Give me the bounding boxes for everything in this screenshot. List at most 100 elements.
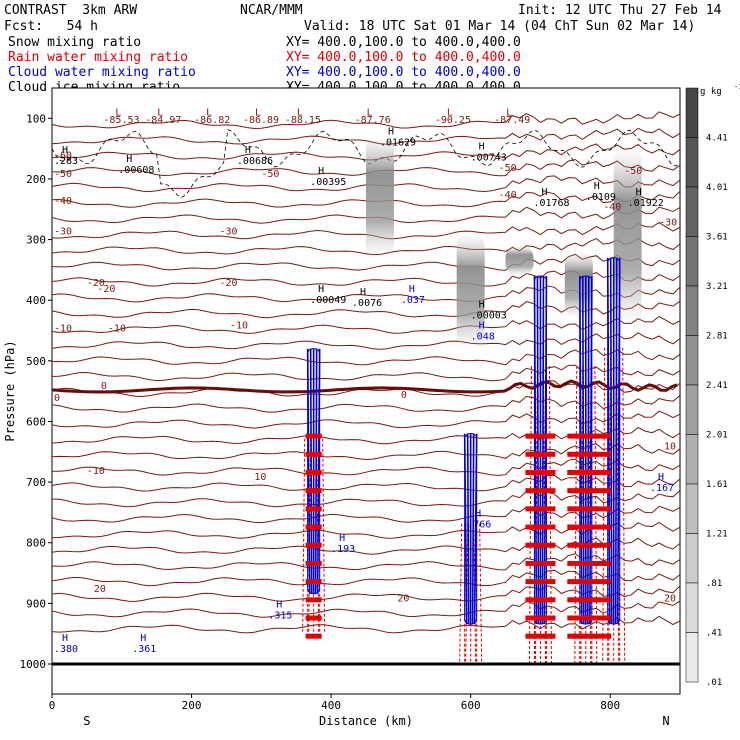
- rain-contour-block: [539, 579, 556, 585]
- cloud-water-contour: [586, 275, 590, 625]
- isotherm-line: [51, 315, 681, 334]
- rain-contour: [302, 438, 306, 634]
- isotherm-line: [51, 474, 681, 492]
- isotherm-label: 0: [101, 381, 107, 392]
- rain-contour-block: [525, 488, 542, 494]
- isotherm-line: [51, 395, 681, 413]
- rain-contour-block: [595, 524, 612, 530]
- low-marker: L: [115, 107, 121, 118]
- cloud-water-contour: [471, 433, 475, 625]
- low-marker: L: [297, 107, 303, 118]
- rain-contour: [322, 438, 326, 634]
- rain-contour-block: [567, 433, 584, 439]
- rain-contour-block: [581, 433, 598, 439]
- rain-contour-block: [525, 560, 542, 566]
- high-marker: H: [388, 127, 394, 138]
- rain-contour-block: [595, 633, 612, 639]
- colorbar-units: g kg: [700, 87, 722, 97]
- rain-contour-block: [581, 560, 598, 566]
- isotherm-label: 20: [664, 593, 676, 604]
- y-tick-label: 500: [26, 355, 46, 368]
- isotherm-label: -30: [659, 217, 677, 228]
- y-tick-label: 400: [26, 294, 46, 307]
- rain-contour-block: [581, 488, 598, 494]
- snow-plume: [613, 148, 642, 325]
- rain-contour-block: [595, 469, 612, 475]
- colorbar-swatch: [685, 533, 699, 584]
- rain-contour-block: [539, 469, 556, 475]
- colorbar-label: 1.21: [706, 530, 728, 540]
- rain-contour: [459, 523, 463, 665]
- high-label: .361: [132, 644, 156, 655]
- cloud-water-contour: [466, 433, 470, 625]
- rain-contour: [622, 347, 626, 665]
- low-label: -87.76: [355, 115, 391, 126]
- cloud-water-contour: [536, 275, 540, 625]
- rain-contour-block: [539, 488, 556, 494]
- isotherm-label: -40: [603, 202, 621, 213]
- rain-contour-block: [595, 506, 612, 512]
- low-marker: L: [206, 107, 212, 118]
- rain-contour-block: [567, 542, 584, 548]
- colorbar-label: 2.41: [706, 381, 728, 391]
- isotherm-line: [51, 443, 681, 461]
- low-label: -86.82: [194, 115, 230, 126]
- snow-plume: [365, 136, 394, 258]
- colorbar-swatch: [685, 137, 699, 188]
- field-xy-cloud-water: XY= 400.0,100.0 to 400.0,400.0: [286, 65, 521, 80]
- high-marker: H: [318, 166, 324, 177]
- rain-contour-block: [595, 488, 612, 494]
- valid-time: Valid: 18 UTC Sat 01 Mar 14 (04 ChT Sun …: [304, 19, 696, 34]
- isotherm-label: -10: [87, 466, 105, 477]
- isotherm-line: [51, 111, 681, 130]
- rain-contour-block: [567, 469, 584, 475]
- high-label: .01768: [533, 198, 569, 209]
- y-tick-label: 200: [26, 173, 46, 186]
- isotherm-label: 10: [664, 442, 676, 453]
- high-label: .0076: [352, 298, 382, 309]
- high-label: .048: [471, 332, 495, 343]
- high-label: .193: [331, 544, 355, 555]
- isotherm-label: 0: [401, 390, 407, 401]
- high-marker: H: [479, 321, 485, 332]
- rain-contour-block: [525, 542, 542, 548]
- low-label: -87.49: [494, 115, 530, 126]
- high-label: .0109: [586, 192, 616, 203]
- low-marker: L: [367, 107, 373, 118]
- high-label: .283: [54, 156, 78, 167]
- x-tick-label: 400: [321, 699, 341, 712]
- rain-contour-block: [305, 560, 322, 566]
- colorbar-label: 2.01: [706, 431, 728, 441]
- rain-contour-block: [305, 451, 322, 457]
- rain-contour-block: [539, 433, 556, 439]
- forecast-hour: Fcst: 54 h: [4, 19, 98, 34]
- rain-contour: [602, 347, 606, 665]
- high-marker: H: [479, 142, 485, 153]
- isotherm-label: 0: [54, 393, 60, 404]
- isotherm-line: [51, 410, 681, 429]
- colorbar-swatch: [685, 87, 699, 138]
- rain-contour-block: [525, 633, 542, 639]
- rain-contour-block: [581, 451, 598, 457]
- colorbar-exponent: -1: [734, 83, 740, 91]
- isotherm-line: [51, 127, 681, 145]
- rain-contour-block: [595, 597, 612, 603]
- low-marker: L: [447, 107, 453, 118]
- rain-contour-block: [305, 615, 322, 621]
- isotherm-label: -10: [230, 320, 248, 331]
- isotherm-label: -20: [87, 278, 105, 289]
- colorbar-swatch: [685, 335, 699, 386]
- isotherm-label: -40: [499, 190, 517, 201]
- cloud-water-outline: [607, 257, 621, 625]
- x-tick-label: 600: [461, 699, 481, 712]
- rain-contour-block: [581, 469, 598, 475]
- rain-contour-block: [581, 579, 598, 585]
- high-marker: H: [658, 472, 664, 483]
- rain-contour-block: [539, 542, 556, 548]
- high-marker: H: [360, 287, 366, 298]
- rain-contour-block: [525, 524, 542, 530]
- low-marker: L: [157, 107, 163, 118]
- cloud-ice-contour: [51, 129, 681, 198]
- rain-contour-block: [525, 597, 542, 603]
- isotherm-line: [51, 585, 681, 602]
